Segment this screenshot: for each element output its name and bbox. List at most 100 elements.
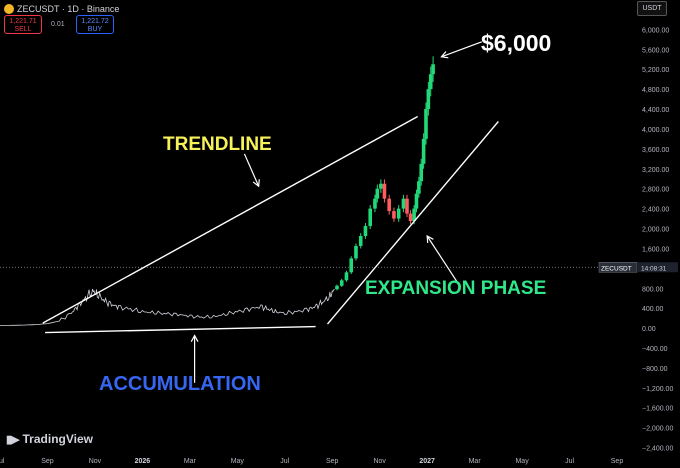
price-tag-symbol-box: [598, 262, 638, 273]
y-tick-label: 5,200.00: [642, 67, 669, 74]
x-tick-label: Sep: [326, 458, 339, 465]
candle-body-15: [401, 198, 406, 209]
sell-button[interactable]: 1,221.71 SELL: [4, 15, 42, 34]
x-tick-label: Jul: [565, 458, 574, 465]
buy-button[interactable]: 1,221.72 BUY: [76, 15, 114, 34]
x-tick-label: 2027: [419, 458, 435, 465]
tradingview-logo[interactable]: ▮▶ TradingView: [6, 432, 93, 446]
y-tick-label: −800.00: [642, 366, 668, 373]
candle-body-20: [417, 181, 421, 194]
accumulation-label: ACCUMULATION: [99, 373, 261, 395]
candle-body-13: [392, 211, 396, 219]
y-tick-label: 2,800.00: [642, 187, 669, 194]
candle-body-14: [396, 208, 401, 219]
expansion-arrow-head: [426, 234, 434, 244]
y-tick-label: −1,600.00: [642, 406, 673, 413]
candle-body-0: [335, 285, 339, 290]
candle-body-6: [363, 226, 368, 236]
symbol-header[interactable]: ZECUSDT · 1D · Binance: [4, 2, 119, 16]
price-axis[interactable]: 6,000.00 5,600.00 5,200.00 4,800.00 4,400.00…: [642, 27, 673, 452]
candle-body-26: [431, 64, 435, 75]
accumulation-arrow-head: [190, 334, 199, 342]
price-tag-countdown: 14:08:31: [641, 265, 667, 272]
x-tick-label: Nov: [89, 458, 102, 465]
y-tick-label: −2,000.00: [642, 426, 673, 433]
target-arrow-head: [440, 51, 449, 59]
candles: [0, 56, 598, 291]
y-tick-label: −2,400.00: [642, 446, 673, 453]
candle-body-7: [368, 208, 373, 227]
y-tick-label: −1,200.00: [642, 386, 673, 393]
candle-body-19: [414, 193, 419, 209]
currency-selector[interactable]: USDT: [637, 1, 667, 16]
x-tick-label: Mar: [184, 458, 197, 465]
symbol-line: ZECUSDT · 1D · Binance: [17, 4, 120, 14]
candle-body-18: [412, 208, 416, 222]
y-tick-label: 1,600.00: [642, 246, 669, 253]
x-tick-label: Sep: [611, 458, 624, 465]
y-tick-label: 800.00: [642, 286, 664, 293]
candle-body-10: [379, 183, 383, 189]
candle-body-3: [349, 258, 354, 273]
trendline-arrow-head: [252, 179, 260, 188]
tradingview-mark-icon: ▮▶: [6, 433, 19, 446]
y-tick-label: 3,200.00: [642, 167, 669, 174]
y-tick-label: 4,000.00: [642, 127, 669, 134]
x-tick-label: Mar: [469, 458, 482, 465]
y-tick-label: 4,800.00: [642, 87, 669, 94]
trendline-label: TRENDLINE: [163, 134, 272, 155]
sell-price: 1,221.71: [9, 18, 37, 25]
candle-body-17: [408, 213, 413, 222]
candle-body-9: [375, 188, 380, 199]
candle-body-8: [373, 198, 377, 209]
sell-label: SELL: [14, 26, 32, 33]
x-tick-label: 2026: [135, 458, 151, 465]
candle-body-11: [382, 183, 387, 199]
candle-body-2: [344, 272, 349, 281]
price-tag-symbol: ZECUSDT: [601, 265, 632, 272]
spread-value: 0.01: [51, 21, 65, 28]
x-tick-label: May: [231, 458, 245, 465]
y-tick-label: 400.00: [642, 306, 664, 313]
target-price-label: $6,000: [481, 30, 552, 56]
price-line: [0, 288, 335, 326]
price-tag-countdown-box: [638, 262, 678, 273]
buy-label: BUY: [87, 26, 103, 33]
candle-body-23: [424, 109, 428, 139]
x-tick-label: Sep: [41, 458, 54, 465]
y-tick-label: 2,400.00: [642, 207, 669, 214]
candle-body-5: [358, 235, 363, 246]
x-tick-label: Nov: [373, 458, 386, 465]
y-tick-label: 0.00: [642, 326, 656, 333]
x-tick-label: Jul: [280, 458, 289, 465]
lower-support: [45, 325, 316, 334]
y-tick-label: 2,000.00: [642, 227, 669, 234]
drawings[interactable]: [42, 41, 499, 383]
candle-body-21: [419, 163, 424, 182]
candle-body-1: [339, 280, 344, 286]
candle-body-24: [426, 89, 431, 110]
candle-body-22: [421, 138, 426, 164]
y-tick-label: 5,600.00: [642, 47, 669, 54]
y-tick-label: −400.00: [642, 346, 668, 353]
x-tick-label: May: [515, 458, 529, 465]
target-arrow: [441, 41, 482, 58]
y-tick-label: 3,600.00: [642, 147, 669, 154]
trendline-arrow: [243, 153, 260, 187]
candle-body-16: [405, 198, 409, 214]
buy-price: 1,221.72: [81, 18, 109, 25]
y-tick-label: 4,400.00: [642, 107, 669, 114]
time-axis[interactable]: Jul Sep Nov 2026 Mar May Jul Sep Nov 2027 Mar May Ju…: [0, 458, 623, 465]
price-history-line: [0, 288, 335, 326]
price-tag: ZECUSDT 14:08:31: [598, 262, 678, 273]
candle-body-12: [387, 198, 391, 212]
x-tick-label: Jul: [0, 458, 5, 465]
upper-trendline: [42, 115, 419, 324]
zcash-coin-icon: [4, 4, 14, 14]
y-tick-label: 6,000.00: [642, 27, 669, 34]
expansion-support: [326, 121, 499, 325]
tradingview-name: TradingView: [22, 432, 93, 446]
expansion-phase-label: EXPANSION PHASE: [365, 278, 547, 299]
expansion-arrow: [426, 235, 459, 284]
